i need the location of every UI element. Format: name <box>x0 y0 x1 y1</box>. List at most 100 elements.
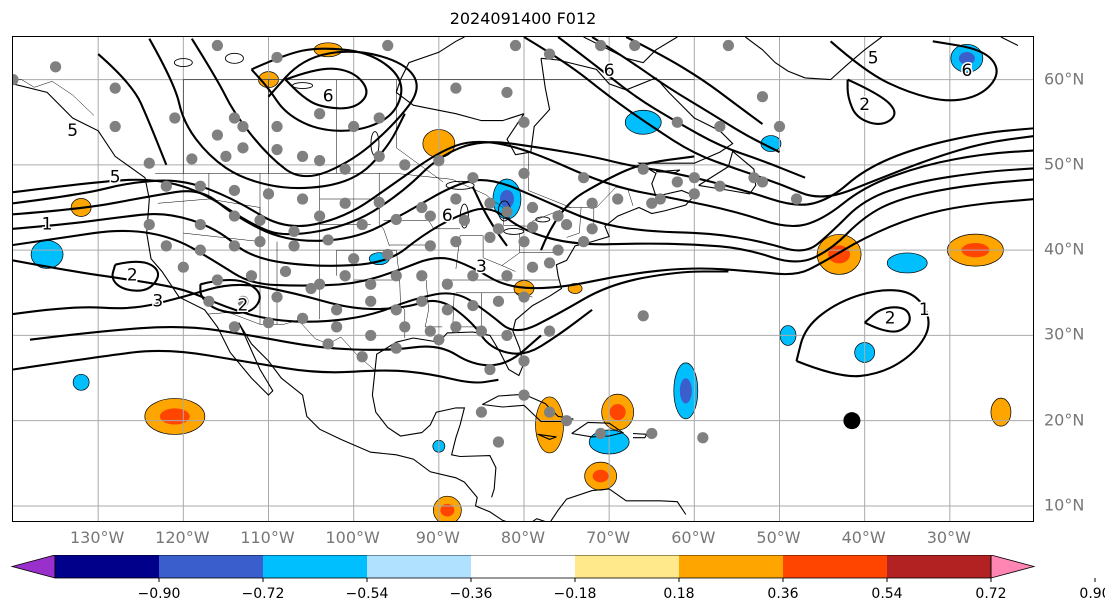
colorbar-segment <box>783 555 887 578</box>
contour-label: 2 <box>127 266 138 286</box>
station-dot <box>467 172 479 184</box>
contour-line <box>829 40 998 102</box>
station-dot <box>109 82 121 94</box>
colorbar-tick-label: −0.18 <box>553 586 597 602</box>
station-dot <box>143 157 155 169</box>
station-dot <box>228 112 241 124</box>
contour-label: 1 <box>42 215 53 235</box>
station-dot <box>756 91 769 103</box>
lake-outline <box>445 180 475 190</box>
anomaly-region <box>990 397 1012 427</box>
map-title: 2024091400 F012 <box>449 9 597 28</box>
station-dot <box>467 299 479 312</box>
station-dot <box>194 218 206 231</box>
contour-label: 6 <box>323 87 334 107</box>
contour-label: 2 <box>885 308 896 328</box>
anomaly-region <box>535 396 564 454</box>
coastline <box>745 37 883 81</box>
station-dot <box>331 304 343 316</box>
station-dot <box>612 193 624 205</box>
contour-line <box>29 326 542 367</box>
station-dot <box>348 120 360 133</box>
station-dot <box>382 248 394 261</box>
contour-line <box>13 178 1033 267</box>
station-dot <box>390 270 402 282</box>
station-dot <box>484 363 496 376</box>
lake-outline <box>503 227 525 235</box>
station-dot <box>228 240 241 252</box>
station-dot <box>526 221 539 233</box>
contour-label: 2 <box>859 95 870 115</box>
station-dot <box>543 325 556 337</box>
station-dot <box>552 210 564 222</box>
station-dot <box>203 295 215 307</box>
colorbar-segment <box>575 555 679 578</box>
station-dot <box>211 129 223 141</box>
station-dot <box>416 295 428 307</box>
contour-label: 3 <box>152 291 163 311</box>
contour-label: 3 <box>476 257 487 277</box>
state-border <box>424 279 443 328</box>
station-dot <box>595 427 607 440</box>
anomaly-region <box>624 109 662 135</box>
coastline <box>374 57 734 377</box>
station-dot <box>211 274 223 286</box>
longitude-tick-label: 110°W <box>240 528 295 547</box>
colorbar-tick-label: 0.54 <box>871 586 903 602</box>
station-dot <box>228 321 241 333</box>
contour-label: 1 <box>919 300 930 320</box>
station-dot <box>322 338 334 350</box>
colorbar-segment <box>679 555 783 578</box>
station-dot <box>441 304 453 316</box>
longitude-tick-label: 40°W <box>841 528 886 547</box>
contour-line <box>13 283 593 355</box>
coastline <box>395 91 525 122</box>
latitude-tick-label: 10°N <box>1044 495 1085 515</box>
station-dot <box>262 188 275 200</box>
station-dot <box>365 278 377 290</box>
station-dot <box>390 304 402 316</box>
contour-line <box>111 260 160 292</box>
station-dot <box>314 108 326 120</box>
station-dot <box>356 218 368 231</box>
station-dot <box>595 39 607 52</box>
station-dot <box>671 176 683 188</box>
station-dot <box>450 321 462 333</box>
contour-line <box>625 37 764 125</box>
station-dot <box>586 197 598 209</box>
contour-line <box>13 140 1033 228</box>
station-dot <box>501 86 513 99</box>
station-dot <box>501 329 513 342</box>
station-dot <box>646 427 658 440</box>
station-dot <box>237 142 249 154</box>
station-dot <box>518 236 530 248</box>
colorbar-segment <box>367 555 471 578</box>
station-dot <box>160 240 172 252</box>
state-border <box>13 78 95 116</box>
station-dot <box>331 321 343 333</box>
station-dot <box>271 143 283 156</box>
station-dot <box>646 197 658 209</box>
contour-line <box>13 259 729 332</box>
station-dot <box>671 116 683 128</box>
colorbar-tick-label: 0.72 <box>975 586 1007 602</box>
lake-outline <box>173 58 193 68</box>
station-dot <box>578 172 590 184</box>
station-dot <box>475 325 488 337</box>
station-dot <box>228 210 241 222</box>
station-dot <box>458 214 470 226</box>
station-dot <box>501 270 513 282</box>
station-dot <box>254 214 266 226</box>
station-dot <box>13 74 19 86</box>
station-dot <box>339 163 351 175</box>
colorbar <box>10 555 1096 582</box>
longitude-tick-label: 130°W <box>69 528 125 547</box>
station-dot <box>220 150 232 162</box>
coastline <box>1000 37 1019 46</box>
station-dot <box>697 432 709 444</box>
longitude-tick-label: 50°W <box>756 528 801 547</box>
coastline <box>537 433 557 440</box>
contour-label: 5 <box>110 168 121 188</box>
